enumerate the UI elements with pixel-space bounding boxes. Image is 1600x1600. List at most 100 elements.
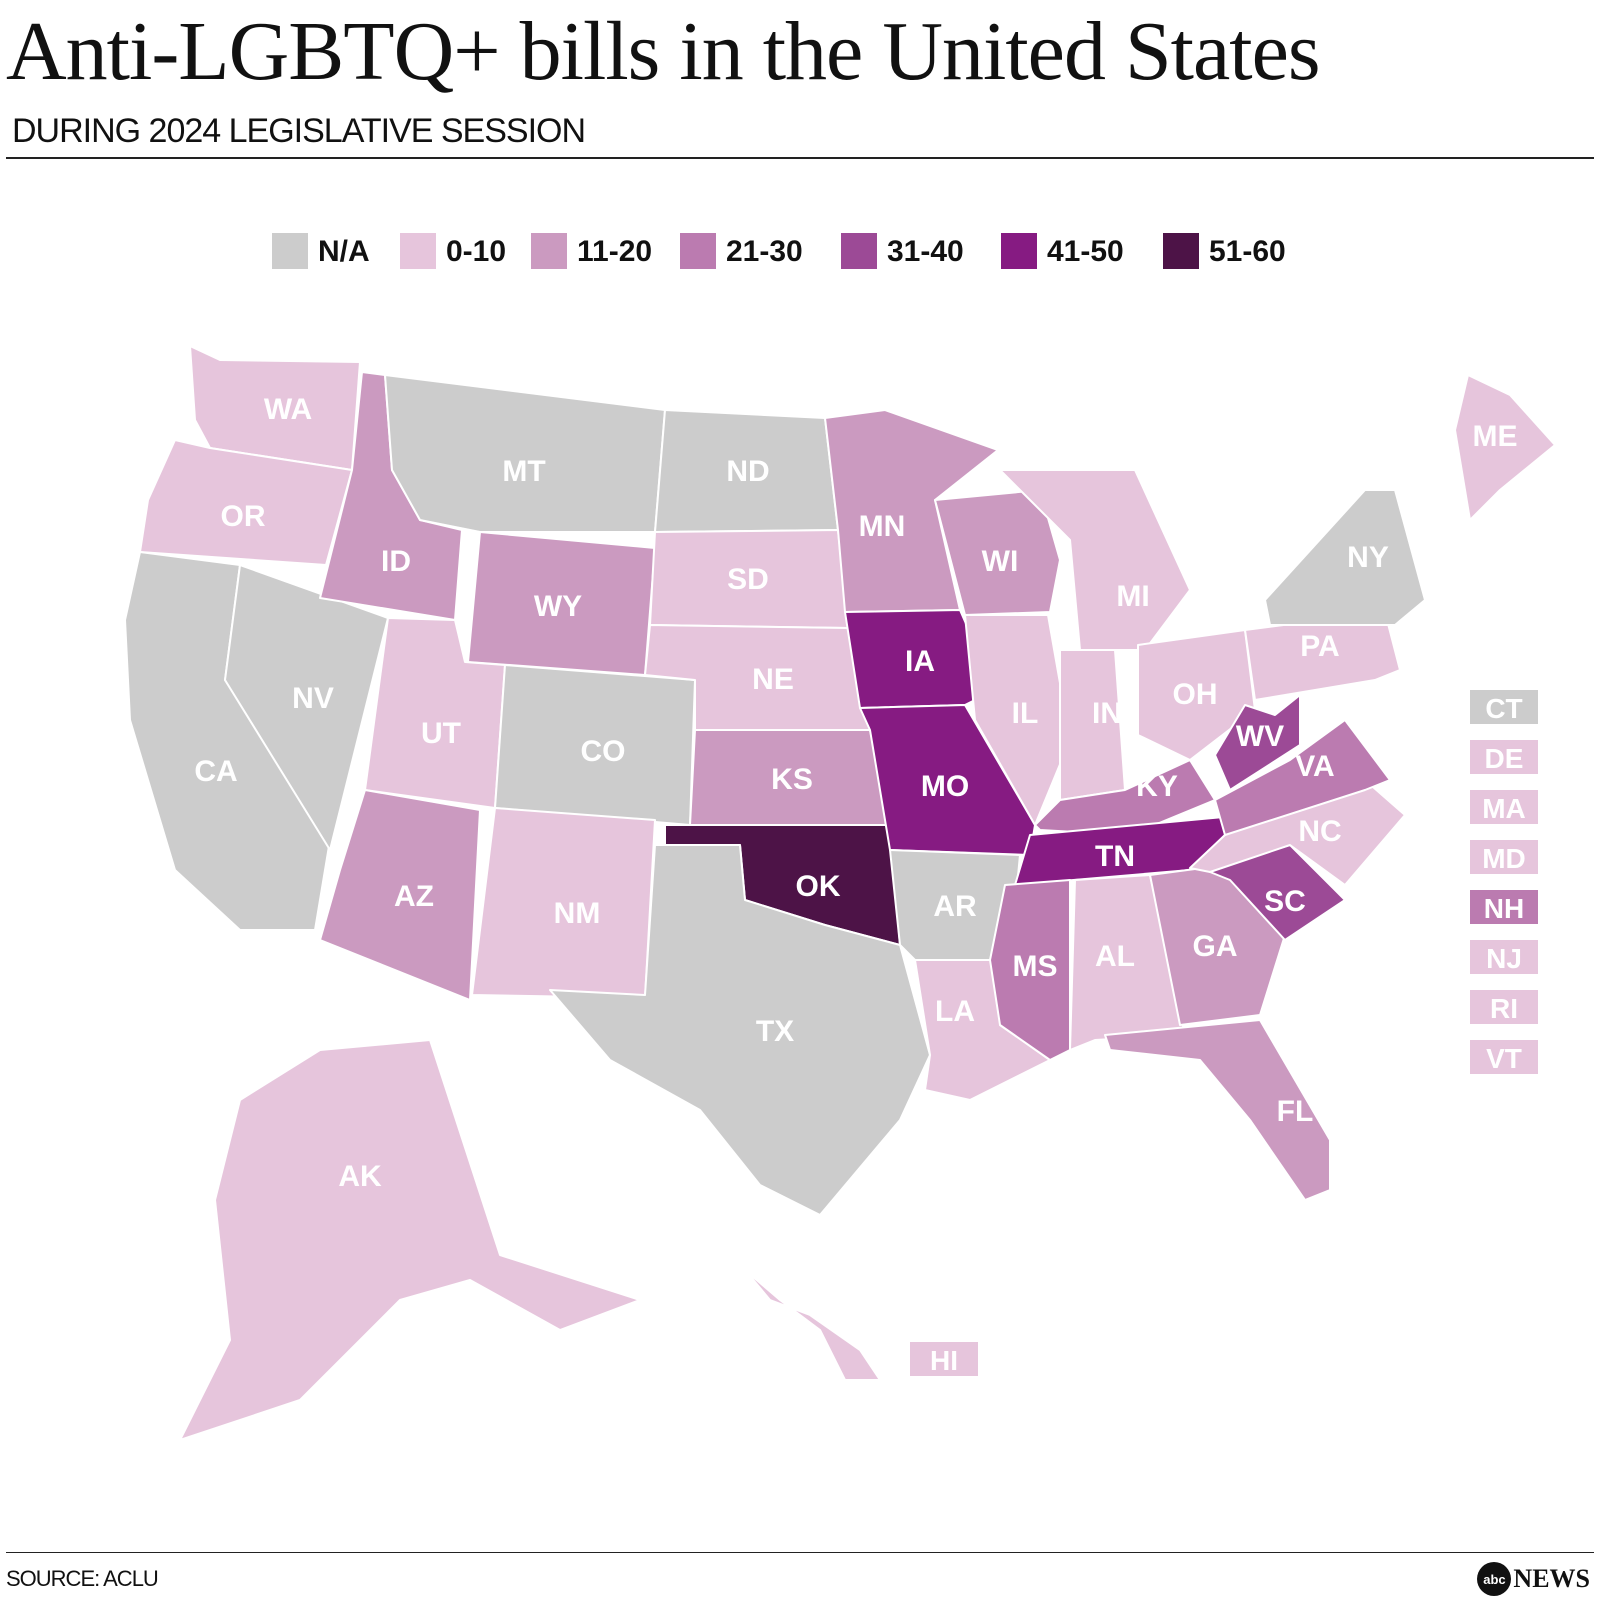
- legend-swatch: [1001, 233, 1037, 269]
- state-label-oh: OH: [1173, 678, 1218, 711]
- state-tx: [549, 844, 931, 1216]
- state-shapes: [124, 345, 1556, 1441]
- state-labels: WA OR CA NV ID MT WY UT AZ CO NM ND SD NE KS OK TX MN IA MO…: [194, 393, 1518, 1376]
- state-label-il: IL: [1012, 697, 1039, 730]
- state-il: [964, 614, 1071, 826]
- state-wv: [1214, 694, 1301, 791]
- state-label-or: OR: [221, 500, 266, 533]
- state-label-sc: SC: [1264, 885, 1306, 918]
- state-va: [1214, 719, 1391, 836]
- page-title: Anti-LGBTQ+ bills in the United States: [6, 5, 1321, 98]
- legend: N/A 0-10 11-20 21-30 31-40 41-50 51-60: [272, 233, 1286, 269]
- small-state-box-de: [1470, 740, 1538, 774]
- state-label-la: LA: [935, 995, 975, 1028]
- state-hi: [744, 1269, 881, 1381]
- small-state-label-ct: CT: [1485, 693, 1522, 724]
- small-state-label-ri: RI: [1490, 993, 1518, 1024]
- state-label-ut: UT: [421, 717, 461, 750]
- small-state-label-md: MD: [1482, 843, 1526, 874]
- legend-label: N/A: [318, 235, 370, 268]
- small-state-box-nh: [1470, 890, 1538, 924]
- state-label-ca: CA: [194, 755, 237, 788]
- state-label-ga: GA: [1193, 930, 1238, 963]
- small-state-boxes: CT DE MA MD NH NJ RI VT: [1470, 690, 1538, 1074]
- state-mt: [384, 374, 666, 533]
- state-label-al: AL: [1095, 940, 1135, 973]
- state-label-mo: MO: [921, 770, 969, 803]
- legend-label: 11-20: [577, 235, 652, 268]
- state-label-ia: IA: [905, 645, 935, 678]
- header-divider: [6, 157, 1594, 159]
- state-ak: [179, 1039, 641, 1441]
- state-label-fl: FL: [1277, 1095, 1314, 1128]
- small-state-label-ma: MA: [1482, 793, 1526, 824]
- legend-label: 0-10: [446, 235, 506, 268]
- abc-news-logo: abc NEWS: [1477, 1562, 1590, 1596]
- state-ms: [989, 879, 1071, 1061]
- small-state-label-vt: VT: [1486, 1043, 1522, 1074]
- state-me: [1454, 374, 1556, 521]
- state-label-wa: WA: [264, 393, 312, 426]
- small-state-label-de: DE: [1485, 743, 1524, 774]
- small-state-box-md: [1470, 840, 1538, 874]
- legend-swatch: [272, 233, 308, 269]
- state-label-nc: NC: [1298, 815, 1341, 848]
- state-label-in: IN: [1092, 697, 1122, 730]
- state-ny: [1264, 489, 1426, 626]
- small-state-label-nj: NJ: [1486, 943, 1522, 974]
- state-label-co: CO: [581, 735, 626, 768]
- state-mn: [824, 409, 999, 613]
- state-label-nd: ND: [726, 455, 769, 488]
- legend-swatch: [400, 233, 436, 269]
- source-note: SOURCE: ACLU: [6, 1566, 159, 1591]
- state-label-mt: MT: [502, 455, 545, 488]
- legend-label: 41-50: [1047, 235, 1124, 268]
- state-label-nm: NM: [554, 897, 601, 930]
- abc-logo-word: NEWS: [1513, 1564, 1590, 1593]
- small-state-box-ri: [1470, 990, 1538, 1024]
- state-label-box-hi: [910, 1342, 978, 1376]
- state-az: [319, 789, 481, 1001]
- state-label-id: ID: [381, 545, 411, 578]
- legend-swatch: [680, 233, 716, 269]
- state-label-ny: NY: [1347, 541, 1389, 574]
- state-fl: [1104, 1019, 1331, 1201]
- small-state-label-nh: NH: [1484, 893, 1524, 924]
- state-label-ms: MS: [1013, 950, 1058, 983]
- page-subtitle: DURING 2024 LEGISLATIVE SESSION: [12, 112, 586, 150]
- small-state-box-nj: [1470, 940, 1538, 974]
- state-label-wv: WV: [1236, 720, 1284, 753]
- state-label-mn: MN: [859, 510, 906, 543]
- state-label-wy: WY: [534, 590, 582, 623]
- state-label-mi: MI: [1116, 580, 1149, 613]
- state-label-sd: SD: [727, 563, 769, 596]
- state-oh: [1137, 629, 1256, 761]
- legend-label: 31-40: [887, 235, 964, 268]
- state-label-me: ME: [1473, 420, 1518, 453]
- state-label-tn: TN: [1095, 840, 1135, 873]
- state-label-tx: TX: [756, 1015, 794, 1048]
- state-label-ak: AK: [338, 1160, 382, 1193]
- small-state-box-vt: [1470, 1040, 1538, 1074]
- state-ky: [1034, 759, 1216, 836]
- state-label-ky: KY: [1136, 770, 1178, 803]
- state-label-va: VA: [1295, 750, 1334, 783]
- state-label-ok: OK: [796, 870, 841, 903]
- state-label-ar: AR: [933, 890, 977, 923]
- footer-divider: [6, 1552, 1594, 1553]
- legend-swatch: [1163, 233, 1199, 269]
- state-label-hi: HI: [930, 1345, 958, 1376]
- state-label-ne: NE: [752, 663, 794, 696]
- legend-label: 51-60: [1209, 235, 1286, 268]
- abc-logo-mark: abc: [1477, 1562, 1512, 1596]
- state-label-wi: WI: [982, 545, 1019, 578]
- small-state-box-ma: [1470, 790, 1538, 824]
- state-label-pa: PA: [1300, 630, 1339, 663]
- state-label-ks: KS: [771, 763, 813, 796]
- state-label-az: AZ: [394, 880, 434, 913]
- small-state-box-ct: [1470, 690, 1538, 724]
- legend-label: 21-30: [726, 235, 803, 268]
- state-label-nv: NV: [292, 682, 334, 715]
- legend-swatch: [531, 233, 567, 269]
